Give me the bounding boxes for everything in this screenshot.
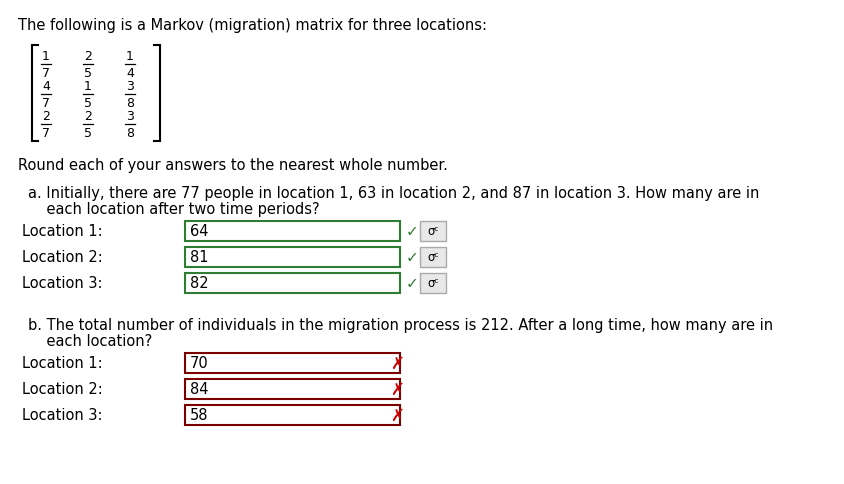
Text: 8: 8 bbox=[126, 97, 134, 110]
Text: each location?: each location? bbox=[28, 333, 152, 348]
Text: 58: 58 bbox=[190, 408, 208, 423]
Text: ✗: ✗ bbox=[390, 354, 404, 372]
Text: 8: 8 bbox=[126, 127, 134, 140]
Text: σᶜ: σᶜ bbox=[427, 277, 439, 290]
FancyBboxPatch shape bbox=[185, 405, 400, 425]
Text: Round each of your answers to the nearest whole number.: Round each of your answers to the neares… bbox=[18, 158, 448, 173]
FancyBboxPatch shape bbox=[420, 273, 446, 293]
Text: 1: 1 bbox=[84, 80, 92, 93]
Text: 3: 3 bbox=[126, 80, 134, 93]
FancyBboxPatch shape bbox=[420, 247, 446, 268]
FancyBboxPatch shape bbox=[185, 353, 400, 373]
Text: each location after two time periods?: each location after two time periods? bbox=[28, 201, 320, 216]
Text: ✗: ✗ bbox=[390, 406, 404, 424]
Text: 7: 7 bbox=[42, 127, 50, 140]
FancyBboxPatch shape bbox=[185, 379, 400, 399]
Text: 64: 64 bbox=[190, 224, 208, 239]
Text: 7: 7 bbox=[42, 67, 50, 80]
Text: 2: 2 bbox=[84, 50, 92, 63]
Text: 2: 2 bbox=[42, 110, 50, 123]
Text: σᶜ: σᶜ bbox=[427, 251, 439, 264]
Text: Location 2:: Location 2: bbox=[22, 250, 103, 265]
Text: 84: 84 bbox=[190, 382, 208, 397]
Text: 4: 4 bbox=[42, 80, 50, 93]
Text: 2: 2 bbox=[84, 110, 92, 123]
Text: 1: 1 bbox=[42, 50, 50, 63]
Text: 70: 70 bbox=[190, 356, 208, 371]
Text: b. The total number of individuals in the migration process is 212. After a long: b. The total number of individuals in th… bbox=[28, 318, 773, 333]
Text: 82: 82 bbox=[190, 276, 208, 291]
FancyBboxPatch shape bbox=[185, 247, 400, 268]
Text: a. Initially, there are 77 people in location 1, 63 in location 2, and 87 in loc: a. Initially, there are 77 people in loc… bbox=[28, 186, 760, 200]
Text: 4: 4 bbox=[126, 67, 134, 80]
Text: 1: 1 bbox=[126, 50, 134, 63]
Text: Location 3:: Location 3: bbox=[23, 276, 103, 291]
Text: Location 3:: Location 3: bbox=[23, 408, 103, 423]
Text: 5: 5 bbox=[84, 127, 92, 140]
Text: 81: 81 bbox=[190, 250, 208, 265]
FancyBboxPatch shape bbox=[420, 222, 446, 242]
Text: The following is a Markov (migration) matrix for three locations:: The following is a Markov (migration) ma… bbox=[18, 18, 487, 33]
Text: 5: 5 bbox=[84, 97, 92, 110]
Text: ✓: ✓ bbox=[406, 224, 419, 239]
Text: ✗: ✗ bbox=[390, 380, 404, 398]
Text: 5: 5 bbox=[84, 67, 92, 80]
Text: ✓: ✓ bbox=[406, 250, 419, 265]
Text: Location 1:: Location 1: bbox=[23, 356, 103, 371]
Text: Location 1:: Location 1: bbox=[23, 224, 103, 239]
FancyBboxPatch shape bbox=[185, 273, 400, 293]
Text: Location 2:: Location 2: bbox=[22, 382, 103, 397]
Text: 3: 3 bbox=[126, 110, 134, 123]
Text: 7: 7 bbox=[42, 97, 50, 110]
Text: σᶜ: σᶜ bbox=[427, 225, 439, 238]
Text: ✓: ✓ bbox=[406, 276, 419, 291]
FancyBboxPatch shape bbox=[185, 222, 400, 242]
